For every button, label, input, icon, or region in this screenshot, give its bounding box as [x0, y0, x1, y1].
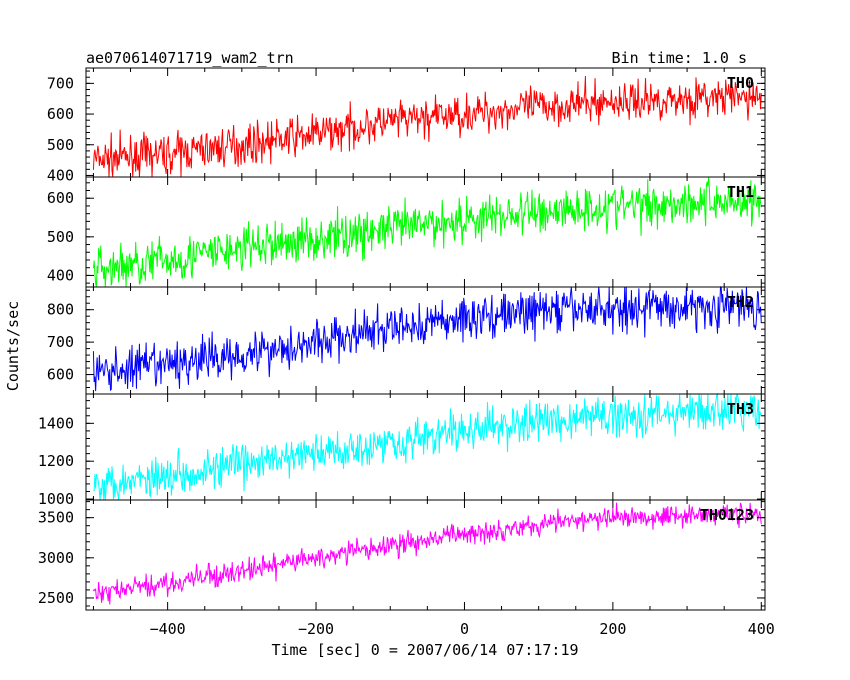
x-axis-label: Time [sec] 0 = 2007/06/14 07:17:19 [271, 641, 578, 659]
y-tick-label: 600 [47, 366, 74, 384]
series-line-th3 [93, 392, 762, 501]
series-line-th1 [92, 176, 762, 288]
y-tick-label: 800 [47, 301, 74, 319]
series-line-th0123 [92, 502, 762, 605]
series-label-th2: TH2 [727, 293, 754, 311]
panel-th1: 400 500 600 TH1 [47, 176, 766, 288]
y-tick-label: 1200 [38, 452, 74, 470]
panel-th3: 1000 1200 1400 TH3 [38, 392, 766, 508]
series-label-th3: TH3 [727, 400, 754, 418]
panel-th2: 600 700 800 TH2 [47, 286, 766, 395]
y-axis-label: Counts/sec [4, 301, 22, 391]
y-tick-label: 400 [47, 266, 74, 284]
y-tick-label: 600 [47, 105, 74, 123]
y-tick-label: 600 [47, 189, 74, 207]
y-tick-label: 1000 [38, 490, 74, 508]
x-tick-label: −400 [150, 620, 186, 638]
y-tick-label: 3000 [38, 549, 74, 567]
series-label-th0: TH0 [727, 74, 754, 92]
panel-th0123: 2500 3000 3500 TH0123 [38, 499, 766, 611]
bin-time-label: Bin time: 1.0 s [612, 49, 747, 67]
x-tick-label: −200 [298, 620, 334, 638]
y-tick-label: 700 [47, 74, 74, 92]
x-tick-label: 400 [748, 620, 775, 638]
x-tick-label: 0 [460, 620, 469, 638]
y-tick-label: 3500 [38, 509, 74, 527]
y-tick-label: 700 [47, 333, 74, 351]
panels-group: 400 500 600 700 TH0 400 500 600 TH1 600 700 800 TH2 1… [38, 67, 775, 638]
y-tick-label: 1400 [38, 414, 74, 432]
y-tick-label: 500 [47, 136, 74, 154]
panel-frame [85, 393, 766, 501]
y-tick-label: 2500 [38, 589, 74, 607]
y-tick-label: 500 [47, 228, 74, 246]
y-tick-label: 400 [47, 166, 74, 184]
series-line-th2 [92, 286, 762, 392]
panel-th0: 400 500 600 700 TH0 [47, 67, 766, 184]
series-label-th1: TH1 [727, 183, 754, 201]
series-line-th0 [92, 75, 762, 178]
series-label-th0123: TH0123 [700, 506, 754, 524]
chart-title: ae070614071719_wam2_trn [86, 49, 294, 67]
panel-frame [85, 499, 766, 611]
x-tick-label: 200 [599, 620, 626, 638]
